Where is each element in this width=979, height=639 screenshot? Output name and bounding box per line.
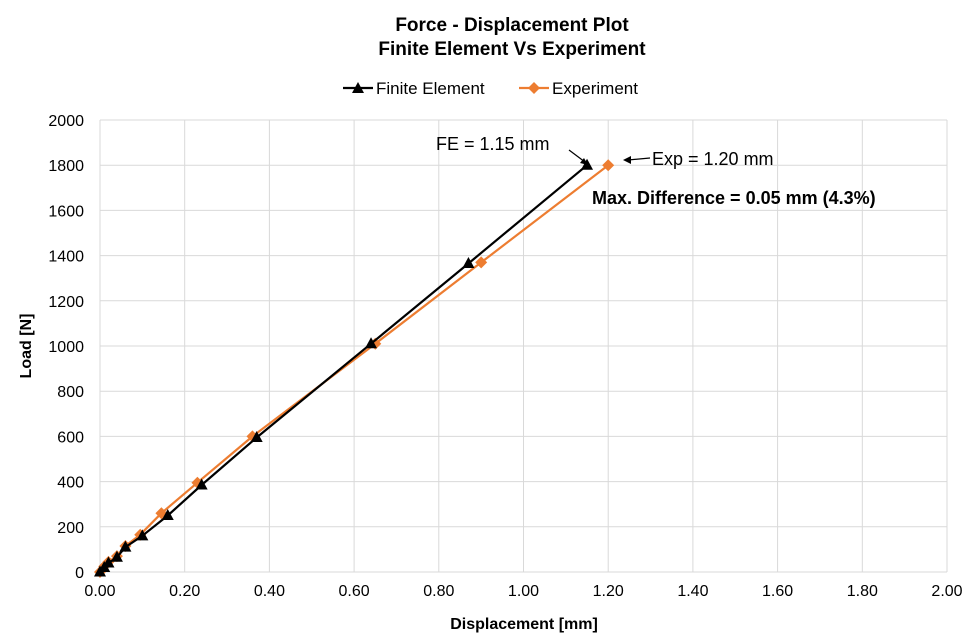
- x-tick-label: 1.00: [508, 583, 539, 600]
- y-tick-label: 200: [57, 520, 84, 537]
- x-axis-label: Displacement [mm]: [450, 616, 598, 633]
- data-point-exp: [475, 256, 488, 269]
- x-tick-label: 0.00: [84, 583, 115, 600]
- legend-marker-fe: [352, 82, 364, 93]
- data-point-fe: [136, 529, 149, 541]
- y-axis-label: Load [N]: [18, 314, 35, 379]
- y-tick-label: 1200: [48, 294, 84, 311]
- data-point-fe: [161, 509, 174, 520]
- legend: Finite Element Experiment: [343, 79, 638, 98]
- y-tick-label: 1800: [48, 158, 84, 175]
- annotation-fe-arrowhead: [580, 158, 588, 165]
- series: [94, 158, 615, 578]
- grid: [99, 119, 948, 573]
- x-tick-label: 1.80: [847, 583, 878, 600]
- x-tick-label: 1.40: [677, 583, 708, 600]
- annotation-fe: FE = 1.15 mm: [436, 134, 550, 154]
- y-tick-label: 400: [57, 475, 84, 492]
- data-point-fe: [110, 550, 123, 562]
- x-tick-label: 2.00: [931, 583, 962, 600]
- legend-label-fe: Finite Element: [376, 79, 485, 98]
- chart-title: Force - Displacement Plot: [395, 15, 629, 36]
- annotation-exp-arrowhead: [623, 156, 631, 164]
- axes: 0.00 0.20 0.40 0.60 0.80 1.00 1.20 1.40 1.60 1.80…: [48, 113, 962, 600]
- x-tick-label: 1.20: [593, 583, 624, 600]
- data-point-fe: [250, 431, 263, 443]
- legend-label-exp: Experiment: [552, 79, 638, 98]
- y-tick-label: 1400: [48, 249, 84, 266]
- annotation-diff: Max. Difference = 0.05 mm (4.3%): [592, 188, 876, 208]
- x-tick-label: 1.60: [762, 583, 793, 600]
- data-point-fe: [195, 478, 208, 490]
- data-point-fe: [365, 337, 378, 349]
- chart-subtitle: Finite Element Vs Experiment: [378, 39, 646, 60]
- annotations: FE = 1.15 mm Exp = 1.20 mm Max. Differen…: [436, 134, 876, 208]
- x-tick-label: 0.80: [423, 583, 454, 600]
- y-tick-label: 1000: [48, 339, 84, 356]
- y-tick-label: 800: [57, 384, 84, 401]
- y-tick-label: 1600: [48, 203, 84, 220]
- x-tick-label: 0.20: [169, 583, 200, 600]
- y-tick-label: 2000: [48, 113, 84, 130]
- data-point-exp: [602, 159, 615, 172]
- data-point-fe: [119, 540, 132, 552]
- x-tick-label: 0.40: [254, 583, 285, 600]
- data-point-fe: [102, 556, 115, 568]
- annotation-exp: Exp = 1.20 mm: [652, 149, 774, 169]
- legend-marker-exp: [528, 82, 540, 94]
- y-tick-label: 600: [57, 429, 84, 446]
- data-point-fe: [462, 257, 475, 269]
- y-tick-label: 0: [75, 565, 84, 582]
- x-tick-label: 0.60: [339, 583, 370, 600]
- annotation-exp-arrow: [627, 157, 651, 161]
- annotation-fe-arrow: [568, 149, 586, 163]
